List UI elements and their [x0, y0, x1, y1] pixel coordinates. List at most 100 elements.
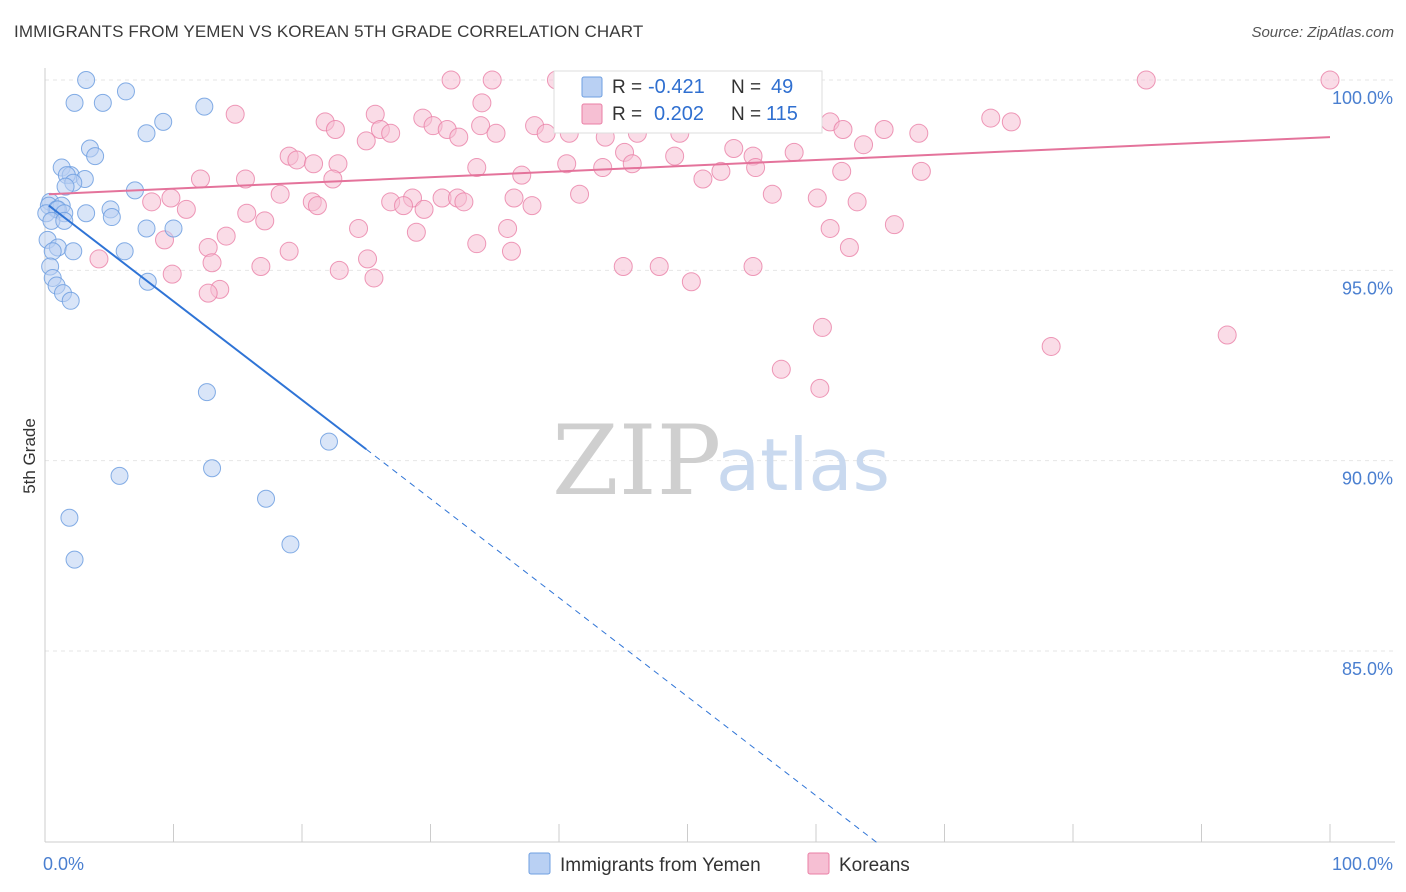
koreans-point-82 [255, 211, 275, 231]
koreans-point-110 [771, 359, 791, 379]
yemen-point-8 [86, 147, 105, 166]
yemen-point-23 [77, 204, 96, 223]
yemen-trend-extension [365, 448, 881, 846]
koreans-point-55 [832, 161, 852, 181]
koreans-point-52 [622, 154, 642, 174]
koreans-point-39 [724, 139, 744, 159]
koreans-point-24 [1001, 112, 1021, 132]
koreans-point-83 [349, 218, 369, 238]
koreans-point-78 [142, 192, 162, 212]
koreans-point-87 [501, 241, 521, 261]
yemen-point-14 [56, 177, 75, 196]
koreans-point-70 [807, 188, 827, 208]
koreans-point-108 [1217, 325, 1237, 345]
koreans-points [89, 70, 1340, 398]
legend-r-label-yemen: R = [612, 77, 642, 98]
koreans-point-79 [161, 188, 181, 208]
koreans-point-77 [307, 196, 327, 216]
koreans-point-111 [810, 378, 830, 398]
koreans-point-6 [1320, 70, 1340, 90]
koreans-point-99 [358, 249, 378, 269]
chart-title: IMMIGRANTS FROM YEMEN VS KOREAN 5TH GRAD… [14, 22, 644, 41]
yemen-trend-line [48, 204, 367, 451]
koreans-point-90 [743, 257, 763, 277]
koreans-point-109 [1041, 336, 1061, 356]
yemen-point-46 [60, 508, 79, 527]
legend-n-value-koreans: 115 [766, 103, 798, 125]
yemen-point-29 [164, 219, 183, 238]
koreans-point-100 [202, 253, 222, 273]
y-tick-label-2: 95.0% [1342, 278, 1393, 298]
koreans-point-76 [454, 192, 474, 212]
koreans-point-81 [237, 203, 257, 223]
koreans-point-33 [833, 119, 853, 139]
bottom-legend-label-yemen: Immigrants from Yemen [560, 855, 761, 876]
legend-swatch-yemen [581, 76, 603, 98]
koreans-point-101 [251, 257, 271, 277]
koreans-point-66 [504, 188, 524, 208]
koreans-point-60 [190, 169, 210, 189]
yemen-point-47 [281, 535, 300, 554]
legend: R = -0.421 N = 49 R = 0.202 N = 115 [553, 70, 823, 134]
koreans-point-12 [225, 104, 245, 124]
bottom-legend-swatch-koreans [807, 852, 830, 875]
koreans-point-75 [414, 199, 434, 219]
koreans-point-61 [235, 169, 255, 189]
koreans-point-51 [593, 158, 613, 178]
yemen-point-5 [154, 112, 173, 131]
koreans-point-103 [364, 268, 384, 288]
koreans-point-106 [681, 272, 701, 292]
yemen-point-41 [197, 383, 216, 402]
koreans-point-29 [536, 123, 556, 143]
yemen-point-3 [93, 93, 112, 112]
y-axis-label: 5th Grade [20, 418, 39, 494]
koreans-point-84 [498, 218, 518, 238]
bottom-legend: Immigrants from Yemen Koreans [528, 852, 910, 876]
koreans-point-56 [911, 161, 931, 181]
legend-swatch-koreans [581, 103, 603, 125]
legend-r-value-koreans: 0.202 [654, 103, 704, 125]
yemen-point-40 [61, 291, 80, 310]
trend-lines [48, 136, 1331, 846]
yemen-point-1 [116, 82, 135, 101]
koreans-point-92 [884, 215, 904, 235]
koreans-point-36 [356, 131, 376, 151]
y-tick-label-0: 85.0% [1342, 659, 1393, 679]
chart-source: Source: ZipAtlas.com [1251, 24, 1394, 41]
yemen-point-27 [55, 211, 74, 230]
watermark: ZIP atlas [552, 405, 890, 517]
watermark-zip: ZIP [552, 405, 721, 517]
legend-r-value-yemen: -0.421 [648, 76, 705, 98]
koreans-point-34 [874, 119, 894, 139]
koreans-point-93 [820, 218, 840, 238]
koreans-point-71 [847, 192, 867, 212]
legend-r-label-koreans: R = [612, 104, 642, 125]
legend-n-value-yemen: 49 [771, 76, 793, 98]
koreans-point-68 [570, 184, 590, 204]
koreans-point-91 [839, 237, 859, 257]
koreans-point-23 [981, 108, 1001, 128]
legend-n-label-yemen: N = [731, 77, 761, 98]
koreans-point-67 [522, 196, 542, 216]
yemen-point-0 [77, 71, 96, 89]
yemen-point-4 [195, 97, 214, 116]
watermark-atlas: atlas [716, 423, 890, 507]
koreans-point-80 [176, 199, 196, 219]
koreans-point-88 [613, 257, 633, 277]
koreans-point-69 [762, 184, 782, 204]
x-tick-label-0: 0.0% [43, 854, 84, 874]
yemen-point-45 [257, 489, 276, 508]
koreans-point-49 [304, 154, 324, 174]
koreans-point-40 [784, 142, 804, 162]
koreans-point-35 [909, 123, 929, 143]
koreans-point-85 [406, 222, 426, 242]
x-tick-label-1: 100.0% [1332, 854, 1393, 874]
yemen-point-44 [110, 466, 129, 485]
yemen-point-32 [64, 242, 83, 261]
koreans-point-94 [216, 226, 236, 246]
koreans-point-46 [557, 154, 577, 174]
y-tick-label-3: 100.0% [1332, 88, 1393, 108]
yemen-point-48 [65, 550, 84, 569]
koreans-point-59 [323, 169, 343, 189]
